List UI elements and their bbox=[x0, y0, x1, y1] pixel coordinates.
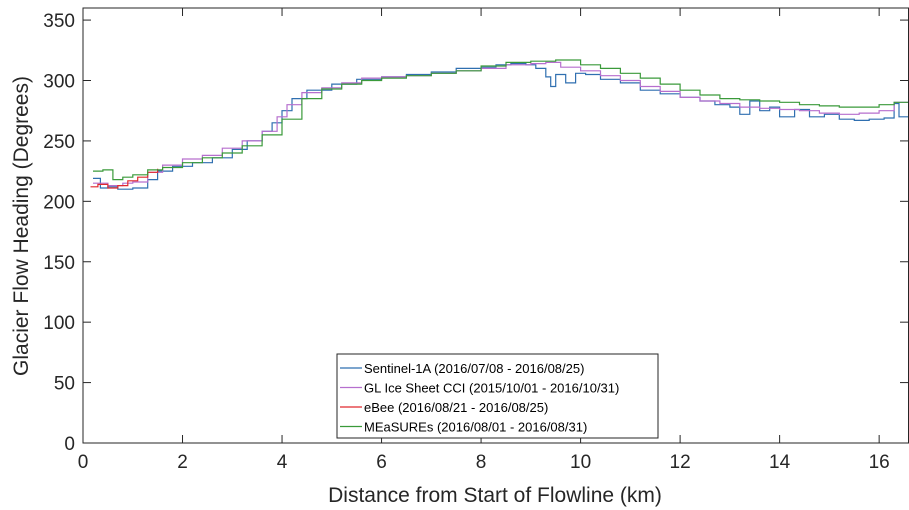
legend: Sentinel-1A (2016/07/08 - 2016/08/25) GL … bbox=[337, 354, 658, 438]
y-tick-label: 200 bbox=[43, 192, 75, 213]
x-tick-label: 16 bbox=[869, 452, 890, 473]
x-tick-label: 4 bbox=[277, 452, 288, 473]
y-axis-title: Glacier Flow Heading (Degrees) bbox=[10, 76, 33, 376]
y-tick-label: 300 bbox=[43, 72, 75, 93]
legend-label: eBee (2016/08/21 - 2016/08/25) bbox=[364, 400, 548, 415]
y-tick-label: 50 bbox=[54, 374, 75, 395]
x-tick-label: 2 bbox=[177, 452, 188, 473]
legend-label: Sentinel-1A (2016/07/08 - 2016/08/25) bbox=[364, 361, 584, 376]
x-axis-title: Distance from Start of Flowline (km) bbox=[328, 484, 662, 507]
x-tick-label: 14 bbox=[769, 452, 791, 473]
x-tick-label: 10 bbox=[570, 452, 591, 473]
legend-label: GL Ice Sheet CCI (2015/10/01 - 2016/10/3… bbox=[364, 381, 619, 396]
y-tick-label: 0 bbox=[64, 434, 75, 455]
legend-label: MEaSUREs (2016/08/01 - 2016/08/31) bbox=[364, 420, 587, 435]
x-tick-label: 8 bbox=[476, 452, 487, 473]
y-tick-label: 250 bbox=[43, 132, 75, 153]
x-tick-label: 6 bbox=[376, 452, 387, 473]
x-tick-label: 0 bbox=[78, 452, 89, 473]
y-tick-label: 100 bbox=[43, 313, 75, 334]
x-tick-label: 12 bbox=[670, 452, 691, 473]
y-tick-label: 150 bbox=[43, 253, 75, 274]
y-tick-label: 350 bbox=[43, 11, 75, 32]
